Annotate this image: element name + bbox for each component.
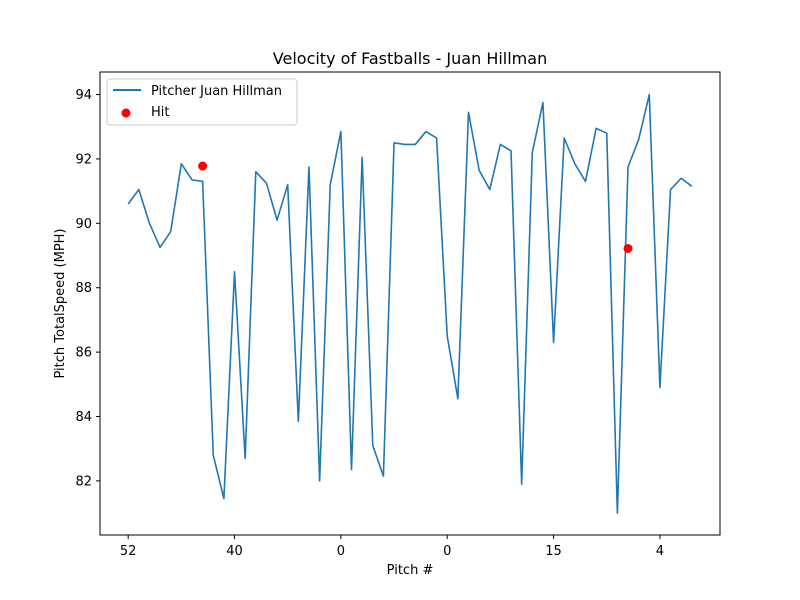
x-axis: 52 40 0 0 15 4 xyxy=(120,535,664,559)
y-tick-label: 84 xyxy=(75,410,92,425)
y-tick-label: 94 xyxy=(75,88,92,103)
y-tick-label: 82 xyxy=(75,474,92,489)
y-axis-label: Pitch TotalSpeed (MPH) xyxy=(53,228,68,378)
legend-hit-swatch xyxy=(121,108,131,118)
hit-marker xyxy=(623,243,633,253)
legend-label-hit: Hit xyxy=(151,105,169,120)
legend-box xyxy=(106,78,298,126)
legend-label-pitcher: Pitcher Juan Hillman xyxy=(151,84,282,99)
x-tick-label: 0 xyxy=(337,544,345,559)
x-tick-label: 40 xyxy=(226,544,243,559)
plot-frame xyxy=(99,71,721,536)
y-axis: 82 84 86 88 90 92 94 xyxy=(75,88,100,489)
x-tick-label: 52 xyxy=(120,544,137,559)
x-axis-label: Pitch # xyxy=(387,563,434,578)
y-tick-label: 88 xyxy=(75,281,92,296)
legend: Pitcher Juan Hillman Hit xyxy=(106,78,298,126)
y-tick-label: 92 xyxy=(75,152,92,167)
x-tick-label: 4 xyxy=(656,544,664,559)
x-tick-label: 15 xyxy=(545,544,562,559)
y-tick-label: 90 xyxy=(75,217,92,232)
chart-title: Velocity of Fastballs - Juan Hillman xyxy=(273,49,547,68)
x-tick-label: 0 xyxy=(443,544,451,559)
y-tick-label: 86 xyxy=(75,346,92,361)
hit-marker xyxy=(198,161,208,171)
plot-area xyxy=(127,93,693,514)
series-line-pitcher xyxy=(127,93,693,514)
